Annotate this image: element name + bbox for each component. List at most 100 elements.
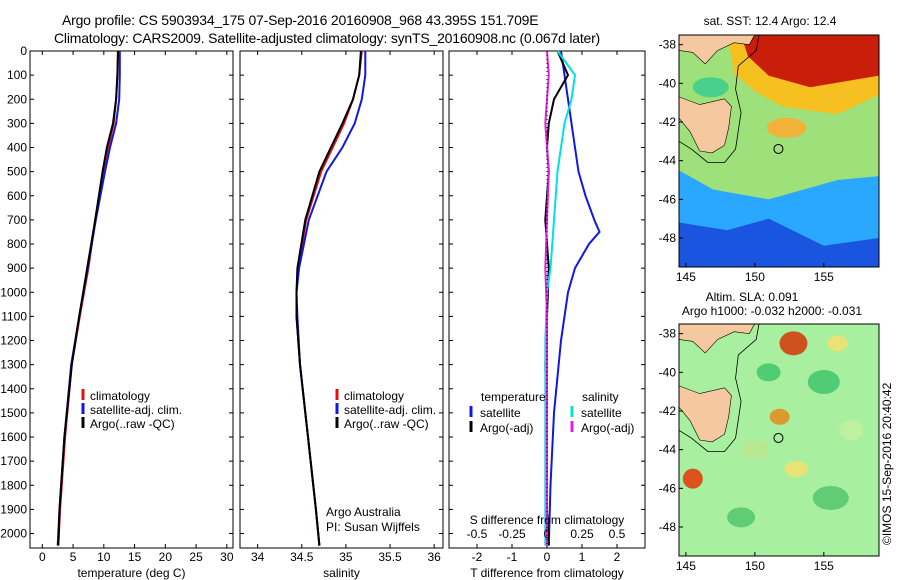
top-tick-label: 0.25: [570, 527, 594, 541]
y-tick-label: 1400: [0, 382, 27, 396]
anomaly-blob: [827, 335, 848, 352]
top-tick-label: 0: [544, 527, 551, 541]
x-tick-label: 36: [427, 550, 441, 564]
legend-label: satellite: [480, 406, 521, 420]
y-tick-label: 400: [7, 141, 27, 155]
sst-map-title: sat. SST: 12.4 Argo: 12.4: [704, 14, 837, 28]
anomaly-blob: [727, 507, 756, 528]
y-tick-label: 100: [7, 68, 27, 82]
y-tick-label: -40: [659, 76, 677, 90]
y-tick-label: 1200: [0, 334, 27, 348]
y-tick-label: 200: [7, 92, 27, 106]
series-line-temperature-satellite: [547, 50, 601, 546]
mainland-australia: [679, 324, 756, 354]
shelf-contour: [679, 324, 760, 453]
y-tick-label: 1000: [0, 285, 27, 299]
x-tick-label: 25: [189, 550, 203, 564]
anomaly-blob: [812, 486, 849, 510]
y-tick-label: 900: [7, 261, 27, 275]
y-tick-label: 2000: [0, 527, 27, 541]
x-tick-label: 0: [39, 550, 46, 564]
series-line-argo-raw-qc-: [295, 50, 362, 546]
x-tick-label: 2: [614, 550, 621, 564]
sla-map-subtitle: Argo h1000: -0.032 h2000: -0.031: [682, 304, 862, 318]
y-tick-label: 600: [7, 189, 27, 203]
y-tick-label: -44: [659, 154, 677, 168]
mainland-australia: [679, 35, 756, 65]
colder-region: [679, 218, 879, 267]
plot-frame: [239, 50, 444, 549]
x-tick-label: 34.5: [290, 550, 314, 564]
y-tick-label: 800: [7, 237, 27, 251]
x-tick-label: 150: [745, 270, 765, 284]
map-sla-map: 145 150 155 -38 -40 -42 -44 -46 -48: [659, 323, 880, 573]
plot-frame: [29, 50, 234, 549]
y-tick-label: 300: [7, 116, 27, 130]
y-tick-label: 1500: [0, 406, 27, 420]
x-tick-label: 30: [220, 550, 234, 564]
anomaly-blob: [839, 420, 864, 441]
imos-credit: ©IMOS 15-Sep-2016 20:40:42: [880, 382, 894, 545]
y-tick-label: -48: [659, 231, 677, 245]
y-tick-label: -40: [659, 365, 677, 379]
map-field: [679, 35, 879, 267]
x-tick-label: 0: [544, 550, 551, 564]
legend-label: Argo(-adj): [480, 421, 533, 435]
top-tick-label: -0.5: [467, 527, 488, 541]
anomaly-blob: [682, 468, 703, 489]
top-tick-label: 0.5: [609, 527, 626, 541]
x-tick-label: 5: [70, 550, 77, 564]
x-tick-label: 150: [745, 559, 765, 573]
panel-difference: -2 -1 0 1 2 T difference from climatology temp…: [448, 50, 646, 580]
y-tick-label: -46: [659, 481, 677, 495]
y-tick-label: 0: [20, 44, 27, 58]
legend-label: Argo(-adj): [581, 421, 634, 435]
legend-label: satellite-adj. clim.: [344, 403, 436, 417]
x-tick-label: 35.5: [378, 550, 402, 564]
top-tick-label: -0.25: [498, 527, 526, 541]
chart-title-line2: Climatology: CARS2009. Satellite-adjuste…: [54, 30, 601, 46]
y-tick-label: 500: [7, 165, 27, 179]
legend-group-title: temperature: [481, 390, 546, 404]
x-axis-label: salinity: [323, 566, 360, 580]
tasmania: [679, 96, 732, 154]
legend-label: Argo(..raw -QC): [344, 417, 429, 431]
y-tick-label: -38: [659, 327, 677, 341]
y-tick-label: 1300: [0, 358, 27, 372]
warm-eddy: [766, 117, 807, 138]
map-sst-map: 145 150 155 -38 -40 -42 -44 -46 -48: [659, 34, 880, 284]
annotation-line: Argo Australia: [326, 505, 401, 519]
map-frame: [678, 323, 880, 557]
top-axis-label: S difference from climatology: [470, 513, 625, 527]
legend-label: climatology: [344, 389, 404, 403]
x-tick-label: 155: [814, 270, 834, 284]
annotation-line: PI: Susan Wijffels: [326, 520, 420, 534]
y-tick-label: 1100: [1, 309, 27, 323]
x-tick-label: 1: [579, 550, 586, 564]
panel-salinity: 34 34.5 35 35.5 36 salinity climatologysatelli…: [239, 50, 444, 580]
y-tick-label: 1900: [0, 502, 27, 516]
anomaly-blob: [740, 439, 769, 460]
y-tick-label: 1700: [0, 454, 27, 468]
y-tick-label: -38: [659, 38, 677, 52]
argo-position-marker: [773, 432, 784, 443]
anomaly-blob: [779, 331, 808, 356]
map-field: [679, 324, 879, 556]
x-axis-label: temperature (deg C): [77, 566, 185, 580]
x-axis-label: T difference from climatology: [470, 566, 624, 580]
y-tick-label: -46: [659, 192, 677, 206]
anomaly-blob: [807, 370, 840, 394]
panel-temperature: 0100200300400500600700800900100011001200…: [0, 44, 234, 580]
legend-label: satellite: [581, 406, 622, 420]
y-tick-label: -42: [659, 115, 677, 129]
legend-label: climatology: [90, 389, 150, 403]
legend-group-title: salinity: [582, 390, 619, 404]
y-tick-label: -48: [659, 520, 677, 534]
x-tick-label: -2: [472, 550, 483, 564]
y-tick-label: 700: [7, 213, 27, 227]
anomaly-blob: [784, 461, 809, 477]
argo-position-marker: [773, 143, 784, 154]
anomaly-blob: [756, 363, 781, 382]
tasmania: [679, 385, 732, 443]
